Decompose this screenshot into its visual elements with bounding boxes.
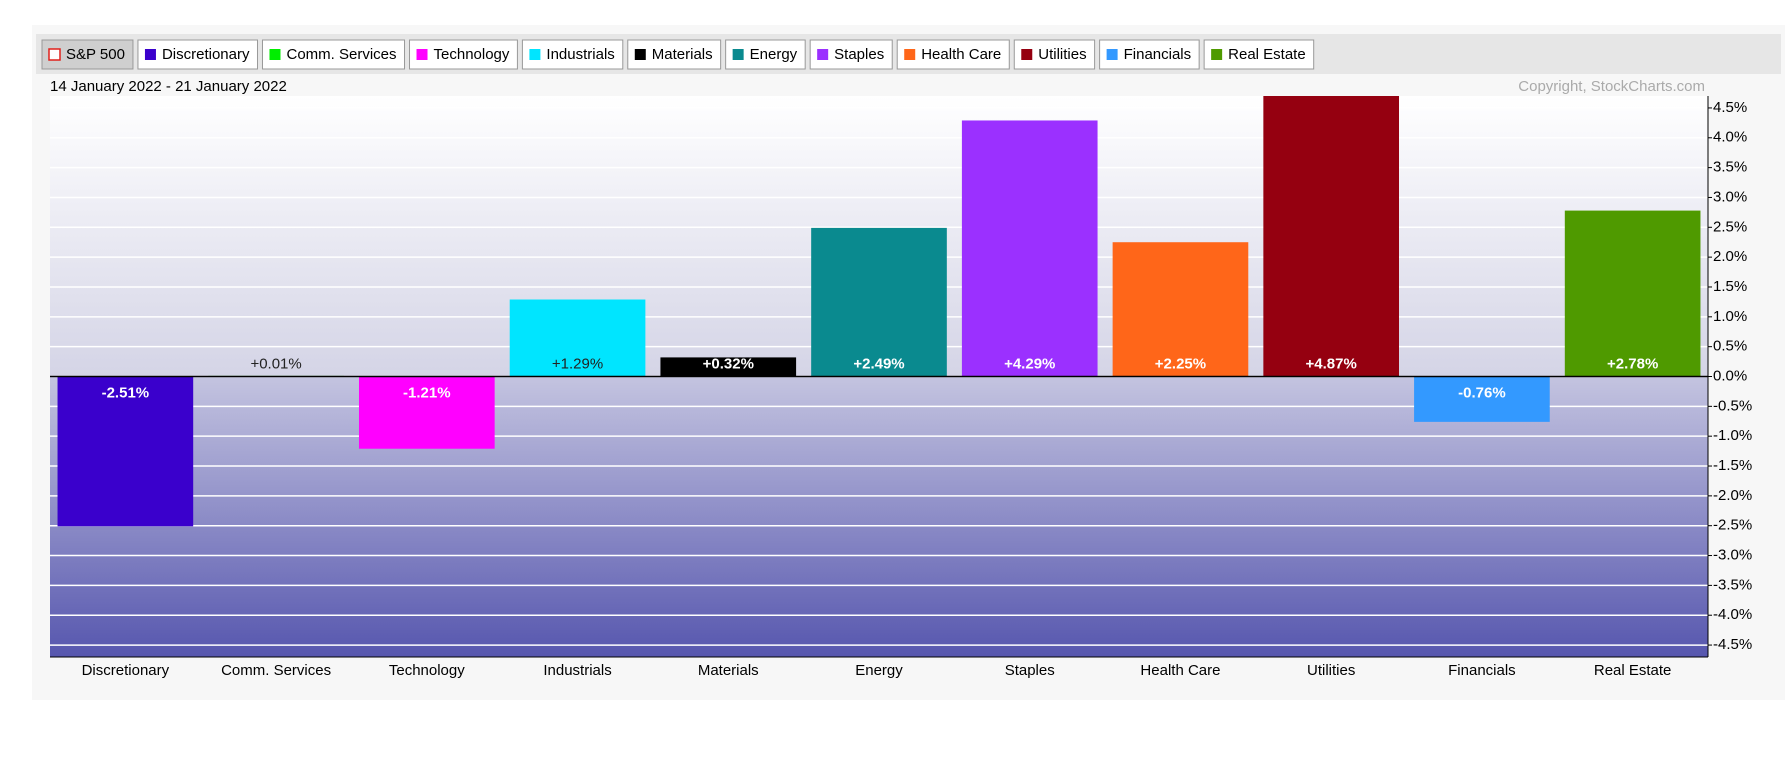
legend-label: Health Care xyxy=(921,46,1001,63)
y-tick-label: -3.0% xyxy=(1713,547,1752,564)
value-label: +4.29% xyxy=(1004,355,1055,372)
legend-label: Industrials xyxy=(546,46,614,63)
y-tick-label: -2.0% xyxy=(1713,487,1752,504)
bar xyxy=(1414,376,1550,422)
legend-swatch xyxy=(48,48,61,61)
y-tick-label: -1.0% xyxy=(1713,427,1752,444)
legend-item[interactable] xyxy=(896,39,1010,70)
legend-item[interactable] xyxy=(261,39,406,70)
x-tick-label: Technology xyxy=(389,662,465,679)
y-tick-label: -4.5% xyxy=(1713,636,1752,653)
y-tick-label: -1.5% xyxy=(1713,457,1752,474)
bar xyxy=(660,357,797,377)
value-label: -2.51% xyxy=(102,384,150,401)
bar xyxy=(1263,96,1400,377)
legend-label: Energy xyxy=(750,46,798,63)
x-tick-label: Industrials xyxy=(543,662,611,679)
y-tick-label: -2.5% xyxy=(1713,517,1752,534)
subtitle: 14 January 2022 - 21 January 2022 xyxy=(50,78,287,95)
value-label: +2.78% xyxy=(1607,355,1658,372)
legend-label: Materials xyxy=(652,46,713,63)
legend-item[interactable] xyxy=(1203,39,1315,70)
x-tick-label: Staples xyxy=(1005,662,1055,679)
x-tick-label: Discretionary xyxy=(82,662,170,679)
bar xyxy=(1112,242,1249,377)
y-tick-label: 3.5% xyxy=(1713,159,1747,176)
value-label: +0.32% xyxy=(703,355,754,372)
y-tick-label: 0.5% xyxy=(1713,338,1747,355)
legend-label: Utilities xyxy=(1038,46,1086,63)
value-label: +1.29% xyxy=(552,355,603,372)
legend-item[interactable] xyxy=(627,39,722,70)
legend-label: Real Estate xyxy=(1228,46,1306,63)
legend-swatch xyxy=(904,49,916,60)
bar xyxy=(961,120,1098,377)
legend-item[interactable] xyxy=(137,39,258,70)
legend-swatch xyxy=(1211,49,1223,60)
value-label: -1.21% xyxy=(403,384,451,401)
y-tick-label: 1.5% xyxy=(1713,278,1747,295)
legend-label: Staples xyxy=(834,46,884,63)
x-tick-label: Comm. Services xyxy=(221,662,331,679)
x-tick-label: Energy xyxy=(855,662,903,679)
legend-swatch xyxy=(634,49,646,60)
value-label: +4.87% xyxy=(1306,355,1357,372)
legend-swatch xyxy=(529,49,541,60)
y-tick-label: 3.0% xyxy=(1713,188,1747,205)
bar xyxy=(358,376,495,449)
x-tick-label: Real Estate xyxy=(1594,662,1672,679)
value-label: +2.25% xyxy=(1155,355,1206,372)
legend-label: S&P 500 xyxy=(66,46,125,63)
y-tick-label: -0.5% xyxy=(1713,397,1752,414)
x-tick-label: Financials xyxy=(1448,662,1516,679)
y-tick-label: 4.0% xyxy=(1713,129,1747,146)
y-tick-label: 4.5% xyxy=(1713,99,1747,116)
value-label: +2.49% xyxy=(853,355,904,372)
value-label: +0.01% xyxy=(250,355,301,372)
y-tick-label: 0.0% xyxy=(1713,367,1747,384)
copyright: Copyright, StockCharts.com xyxy=(1518,78,1705,95)
legend-label: Comm. Services xyxy=(286,46,396,63)
bar xyxy=(509,299,646,377)
y-tick-label: 2.0% xyxy=(1713,248,1747,265)
legend-swatch xyxy=(732,49,744,60)
legend-swatch xyxy=(416,49,428,60)
legend-label: Financials xyxy=(1124,46,1192,63)
x-tick-label: Utilities xyxy=(1307,662,1355,679)
x-tick-label: Health Care xyxy=(1140,662,1220,679)
bar xyxy=(1564,210,1701,377)
y-tick-label: -4.0% xyxy=(1713,606,1752,623)
bar xyxy=(57,376,194,527)
y-tick-label: 2.5% xyxy=(1713,218,1747,235)
y-tick-label: -3.5% xyxy=(1713,576,1752,593)
x-tick-label: Materials xyxy=(698,662,759,679)
legend-swatch xyxy=(269,49,281,60)
legend-swatch xyxy=(1021,49,1033,60)
bars xyxy=(57,96,1701,527)
bar xyxy=(811,227,947,377)
y-tick-label: 1.0% xyxy=(1713,308,1747,325)
legend-swatch xyxy=(1106,49,1118,60)
legend-swatch xyxy=(817,49,829,60)
legend-swatch xyxy=(144,49,156,60)
value-label: -0.76% xyxy=(1458,384,1506,401)
legend-label: Discretionary xyxy=(162,46,250,63)
legend-label: Technology xyxy=(434,46,510,63)
plot-bg-bottom xyxy=(50,376,1708,657)
